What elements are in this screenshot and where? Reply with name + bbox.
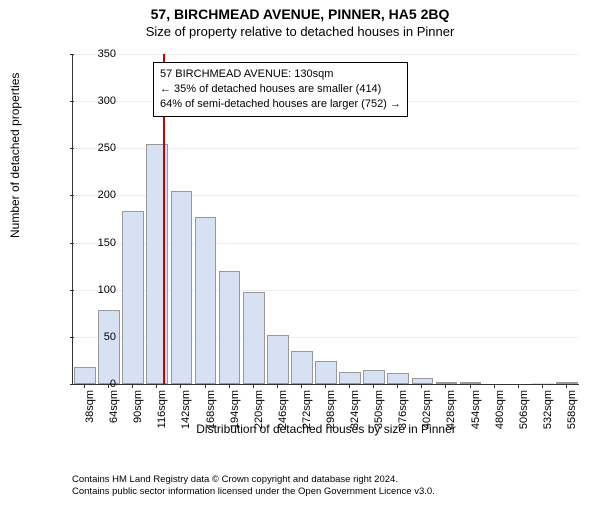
info-line-3: 64% of semi-detached houses are larger (… — [160, 97, 401, 112]
x-tick-mark — [253, 384, 254, 388]
chart-title: 57, BIRCHMEAD AVENUE, PINNER, HA5 2BQ — [0, 6, 600, 22]
y-tick-mark — [70, 148, 74, 149]
footer-attribution: Contains HM Land Registry data © Crown c… — [72, 474, 435, 498]
y-axis-label: Number of detached properties — [8, 73, 22, 238]
x-tick-mark — [301, 384, 302, 388]
y-tick-label: 250 — [86, 142, 116, 154]
y-tick-mark — [70, 290, 74, 291]
y-tick-label: 150 — [86, 237, 116, 249]
y-tick-mark — [70, 54, 74, 55]
x-tick-mark — [470, 384, 471, 388]
histogram-bar — [387, 373, 409, 384]
x-tick-mark — [108, 384, 109, 388]
x-tick-mark — [518, 384, 519, 388]
x-tick-mark — [373, 384, 374, 388]
x-tick-label: 428sqm — [445, 390, 457, 430]
x-tick-mark — [566, 384, 567, 388]
x-tick-mark — [205, 384, 206, 388]
chart-subtitle: Size of property relative to detached ho… — [0, 24, 600, 39]
histogram-bar — [195, 217, 217, 384]
histogram-bar — [291, 351, 313, 384]
x-tick-mark — [180, 384, 181, 388]
x-tick-mark — [156, 384, 157, 388]
y-tick-mark — [70, 337, 74, 338]
x-tick-label: 168sqm — [205, 390, 217, 430]
x-tick-label: 402sqm — [421, 390, 433, 430]
y-tick-label: 350 — [86, 48, 116, 60]
x-tick-mark — [277, 384, 278, 388]
histogram-bar — [98, 310, 120, 384]
histogram-bar — [363, 370, 385, 384]
histogram-bar — [315, 361, 337, 384]
info-box: 57 BIRCHMEAD AVENUE: 130sqm ← 35% of det… — [153, 62, 408, 117]
footer-line-1: Contains HM Land Registry data © Crown c… — [72, 474, 435, 486]
chart-container: Number of detached properties 57 BIRCHME… — [36, 50, 588, 426]
y-tick-label: 300 — [86, 95, 116, 107]
x-tick-mark — [397, 384, 398, 388]
x-tick-label: 532sqm — [542, 390, 554, 430]
y-tick-label: 0 — [86, 378, 116, 390]
histogram-bar — [556, 382, 578, 384]
x-tick-mark — [542, 384, 543, 388]
x-tick-mark — [494, 384, 495, 388]
histogram-bar — [339, 372, 361, 384]
histogram-bar — [219, 271, 241, 384]
x-tick-label: 324sqm — [349, 390, 361, 430]
x-tick-mark — [325, 384, 326, 388]
info-line-1: 57 BIRCHMEAD AVENUE: 130sqm — [160, 67, 401, 82]
y-tick-mark — [70, 243, 74, 244]
info-line-2: ← 35% of detached houses are smaller (41… — [160, 82, 401, 97]
x-tick-label: 194sqm — [229, 390, 241, 430]
histogram-bar — [122, 211, 144, 384]
x-tick-mark — [229, 384, 230, 388]
x-tick-mark — [349, 384, 350, 388]
x-tick-label: 350sqm — [373, 390, 385, 430]
y-tick-label: 200 — [86, 189, 116, 201]
y-tick-label: 100 — [86, 284, 116, 296]
x-tick-label: 142sqm — [180, 390, 192, 430]
x-tick-label: 64sqm — [108, 390, 120, 430]
histogram-bar — [171, 191, 193, 384]
x-tick-label: 480sqm — [494, 390, 506, 430]
x-tick-label: 246sqm — [277, 390, 289, 430]
y-tick-mark — [70, 101, 74, 102]
y-tick-mark — [70, 384, 74, 385]
x-tick-label: 90sqm — [132, 390, 144, 430]
plot-area: 57 BIRCHMEAD AVENUE: 130sqm ← 35% of det… — [72, 54, 579, 385]
x-tick-label: 220sqm — [253, 390, 265, 430]
x-tick-mark — [84, 384, 85, 388]
y-tick-label: 50 — [86, 331, 116, 343]
x-tick-label: 298sqm — [325, 390, 337, 430]
x-tick-label: 272sqm — [301, 390, 313, 430]
x-tick-label: 454sqm — [470, 390, 482, 430]
x-tick-label: 376sqm — [397, 390, 409, 430]
footer-line-2: Contains public sector information licen… — [72, 486, 435, 498]
x-tick-mark — [445, 384, 446, 388]
x-tick-label: 116sqm — [156, 390, 168, 430]
x-tick-mark — [132, 384, 133, 388]
histogram-bar — [243, 292, 265, 384]
x-tick-mark — [421, 384, 422, 388]
y-tick-mark — [70, 195, 74, 196]
x-tick-label: 506sqm — [518, 390, 530, 430]
x-tick-label: 558sqm — [566, 390, 578, 430]
x-tick-label: 38sqm — [84, 390, 96, 430]
histogram-bar — [267, 335, 289, 384]
